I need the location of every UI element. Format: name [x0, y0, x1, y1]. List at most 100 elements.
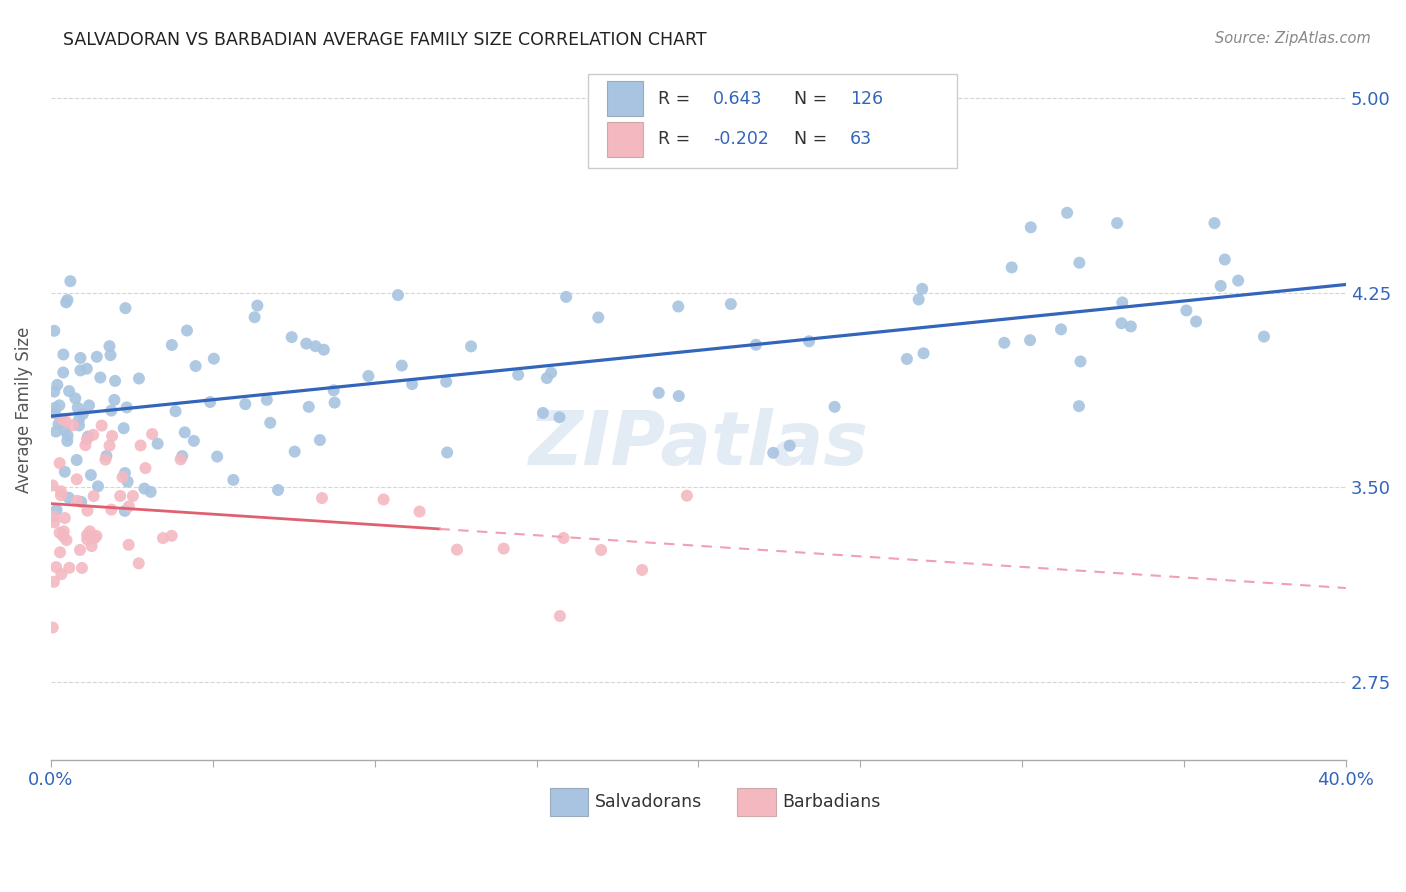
Point: [108, 489, 131, 503]
Point: [436, 445, 458, 459]
Point: [128, 557, 150, 571]
Point: [62, 418, 84, 433]
Text: 0.643: 0.643: [713, 90, 762, 108]
Point: [309, 433, 332, 447]
Point: [48, 417, 70, 432]
Point: [128, 371, 150, 385]
Point: [72, 407, 94, 421]
Point: [387, 288, 409, 302]
Point: [824, 400, 846, 414]
Point: [233, 397, 256, 411]
Text: SALVADORAN VS BARBADIAN AVERAGE FAMILY SIZE CORRELATION CHART: SALVADORAN VS BARBADIAN AVERAGE FAMILY S…: [63, 31, 707, 49]
Point: [993, 335, 1015, 350]
Point: [51, 413, 73, 427]
Point: [160, 529, 183, 543]
Point: [86, 529, 108, 543]
Point: [1050, 322, 1073, 336]
Point: [49, 484, 72, 499]
Point: [44, 406, 66, 420]
Point: [295, 336, 318, 351]
Point: [51, 412, 73, 426]
Point: [49, 545, 72, 559]
Point: [648, 385, 671, 400]
Point: [1119, 319, 1142, 334]
Point: [460, 339, 482, 353]
Point: [42, 574, 65, 589]
Point: [45, 425, 67, 439]
Point: [591, 543, 613, 558]
Point: [259, 416, 281, 430]
FancyBboxPatch shape: [550, 788, 589, 815]
Point: [77, 398, 100, 412]
Point: [90, 418, 112, 433]
Point: [66, 472, 89, 486]
Point: [70, 561, 93, 575]
Point: [48, 525, 70, 540]
Point: [58, 561, 80, 575]
Point: [58, 384, 80, 398]
Point: [111, 470, 134, 484]
Point: [184, 359, 207, 373]
Point: [173, 425, 195, 440]
Point: [53, 465, 76, 479]
Point: [89, 370, 111, 384]
Point: [146, 436, 169, 450]
Point: [76, 361, 98, 376]
Point: [205, 450, 228, 464]
Point: [1209, 279, 1232, 293]
Point: [762, 446, 785, 460]
Text: Barbadians: Barbadians: [783, 793, 882, 811]
Text: Source: ZipAtlas.com: Source: ZipAtlas.com: [1215, 31, 1371, 46]
Point: [83, 489, 105, 503]
Point: [446, 542, 468, 557]
Text: -0.202: -0.202: [713, 130, 769, 148]
Text: 63: 63: [851, 130, 872, 148]
Point: [139, 484, 162, 499]
Point: [1253, 329, 1275, 343]
Point: [87, 479, 110, 493]
Point: [41, 620, 63, 634]
Point: [676, 489, 699, 503]
Point: [1111, 295, 1133, 310]
Point: [134, 482, 156, 496]
Point: [666, 300, 689, 314]
Point: [94, 452, 117, 467]
Point: [720, 297, 742, 311]
Point: [907, 293, 929, 307]
Point: [67, 418, 90, 433]
Point: [98, 339, 121, 353]
Point: [96, 449, 118, 463]
Point: [373, 492, 395, 507]
Point: [104, 374, 127, 388]
Point: [555, 290, 578, 304]
Point: [101, 429, 124, 443]
Point: [76, 533, 98, 547]
Point: [540, 366, 562, 380]
Point: [46, 377, 69, 392]
Point: [668, 389, 690, 403]
Point: [48, 398, 70, 412]
Point: [588, 310, 610, 325]
Point: [80, 539, 103, 553]
Point: [45, 560, 67, 574]
Point: [56, 434, 79, 448]
Point: [492, 541, 515, 556]
Point: [1107, 216, 1129, 230]
Point: [112, 421, 135, 435]
Text: Salvadorans: Salvadorans: [595, 793, 702, 811]
Point: [79, 524, 101, 539]
Point: [49, 488, 72, 502]
Point: [896, 351, 918, 366]
Point: [322, 384, 344, 398]
Text: R =: R =: [658, 130, 696, 148]
Point: [152, 531, 174, 545]
Point: [69, 351, 91, 365]
Point: [86, 350, 108, 364]
Point: [69, 363, 91, 377]
Point: [304, 339, 326, 353]
Point: [75, 438, 97, 452]
Point: [52, 347, 75, 361]
Point: [69, 543, 91, 558]
Point: [176, 324, 198, 338]
Point: [53, 423, 76, 437]
